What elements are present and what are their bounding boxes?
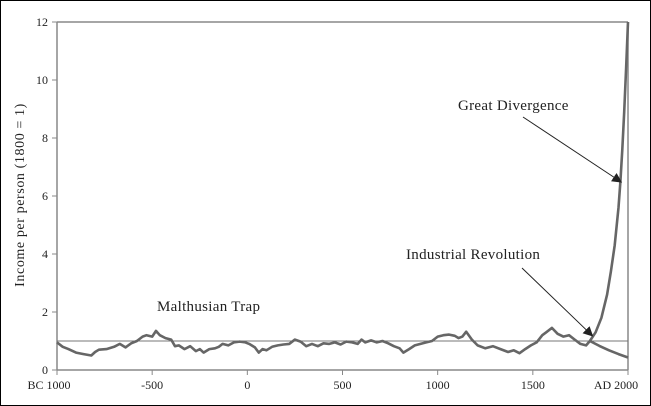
x-tick-label: -500 [141,378,163,392]
series-malthusian-line [56,326,591,357]
y-tick-label: 12 [36,15,48,29]
series-divergence-line [588,21,630,342]
x-tick-label: 500 [334,378,352,392]
y-tick-label: 2 [42,305,48,319]
y-tick-label: 0 [42,363,48,377]
y-axis-label: Income per person (1800 = 1) [13,103,28,287]
x-tick-label: BC 1000 [27,378,70,392]
x-tick-label: AD 2000 [594,378,638,392]
y-tick-label: 6 [42,189,48,203]
x-tick-label: 1000 [426,378,450,392]
y-tick-label: 10 [36,73,48,87]
x-ticks: BC 1000 -500 0 500 1000 1500 AD 2000 [27,370,638,392]
x-tick-label: 0 [244,378,250,392]
annotation-industrial-revolution: Industrial Revolution [406,247,540,263]
annotation-malthusian-trap: Malthusian Trap [157,299,260,315]
series-decline-line [589,339,629,359]
annotation-great-divergence: Great Divergence [458,98,569,114]
x-tick-label: 1500 [521,378,545,392]
y-tick-label: 4 [42,247,48,261]
arrow-industrial-revolution [521,267,594,337]
arrow-great-divergence [522,116,623,183]
y-ticks: 0 2 4 6 8 10 12 [36,15,57,377]
y-tick-label: 8 [42,131,48,145]
